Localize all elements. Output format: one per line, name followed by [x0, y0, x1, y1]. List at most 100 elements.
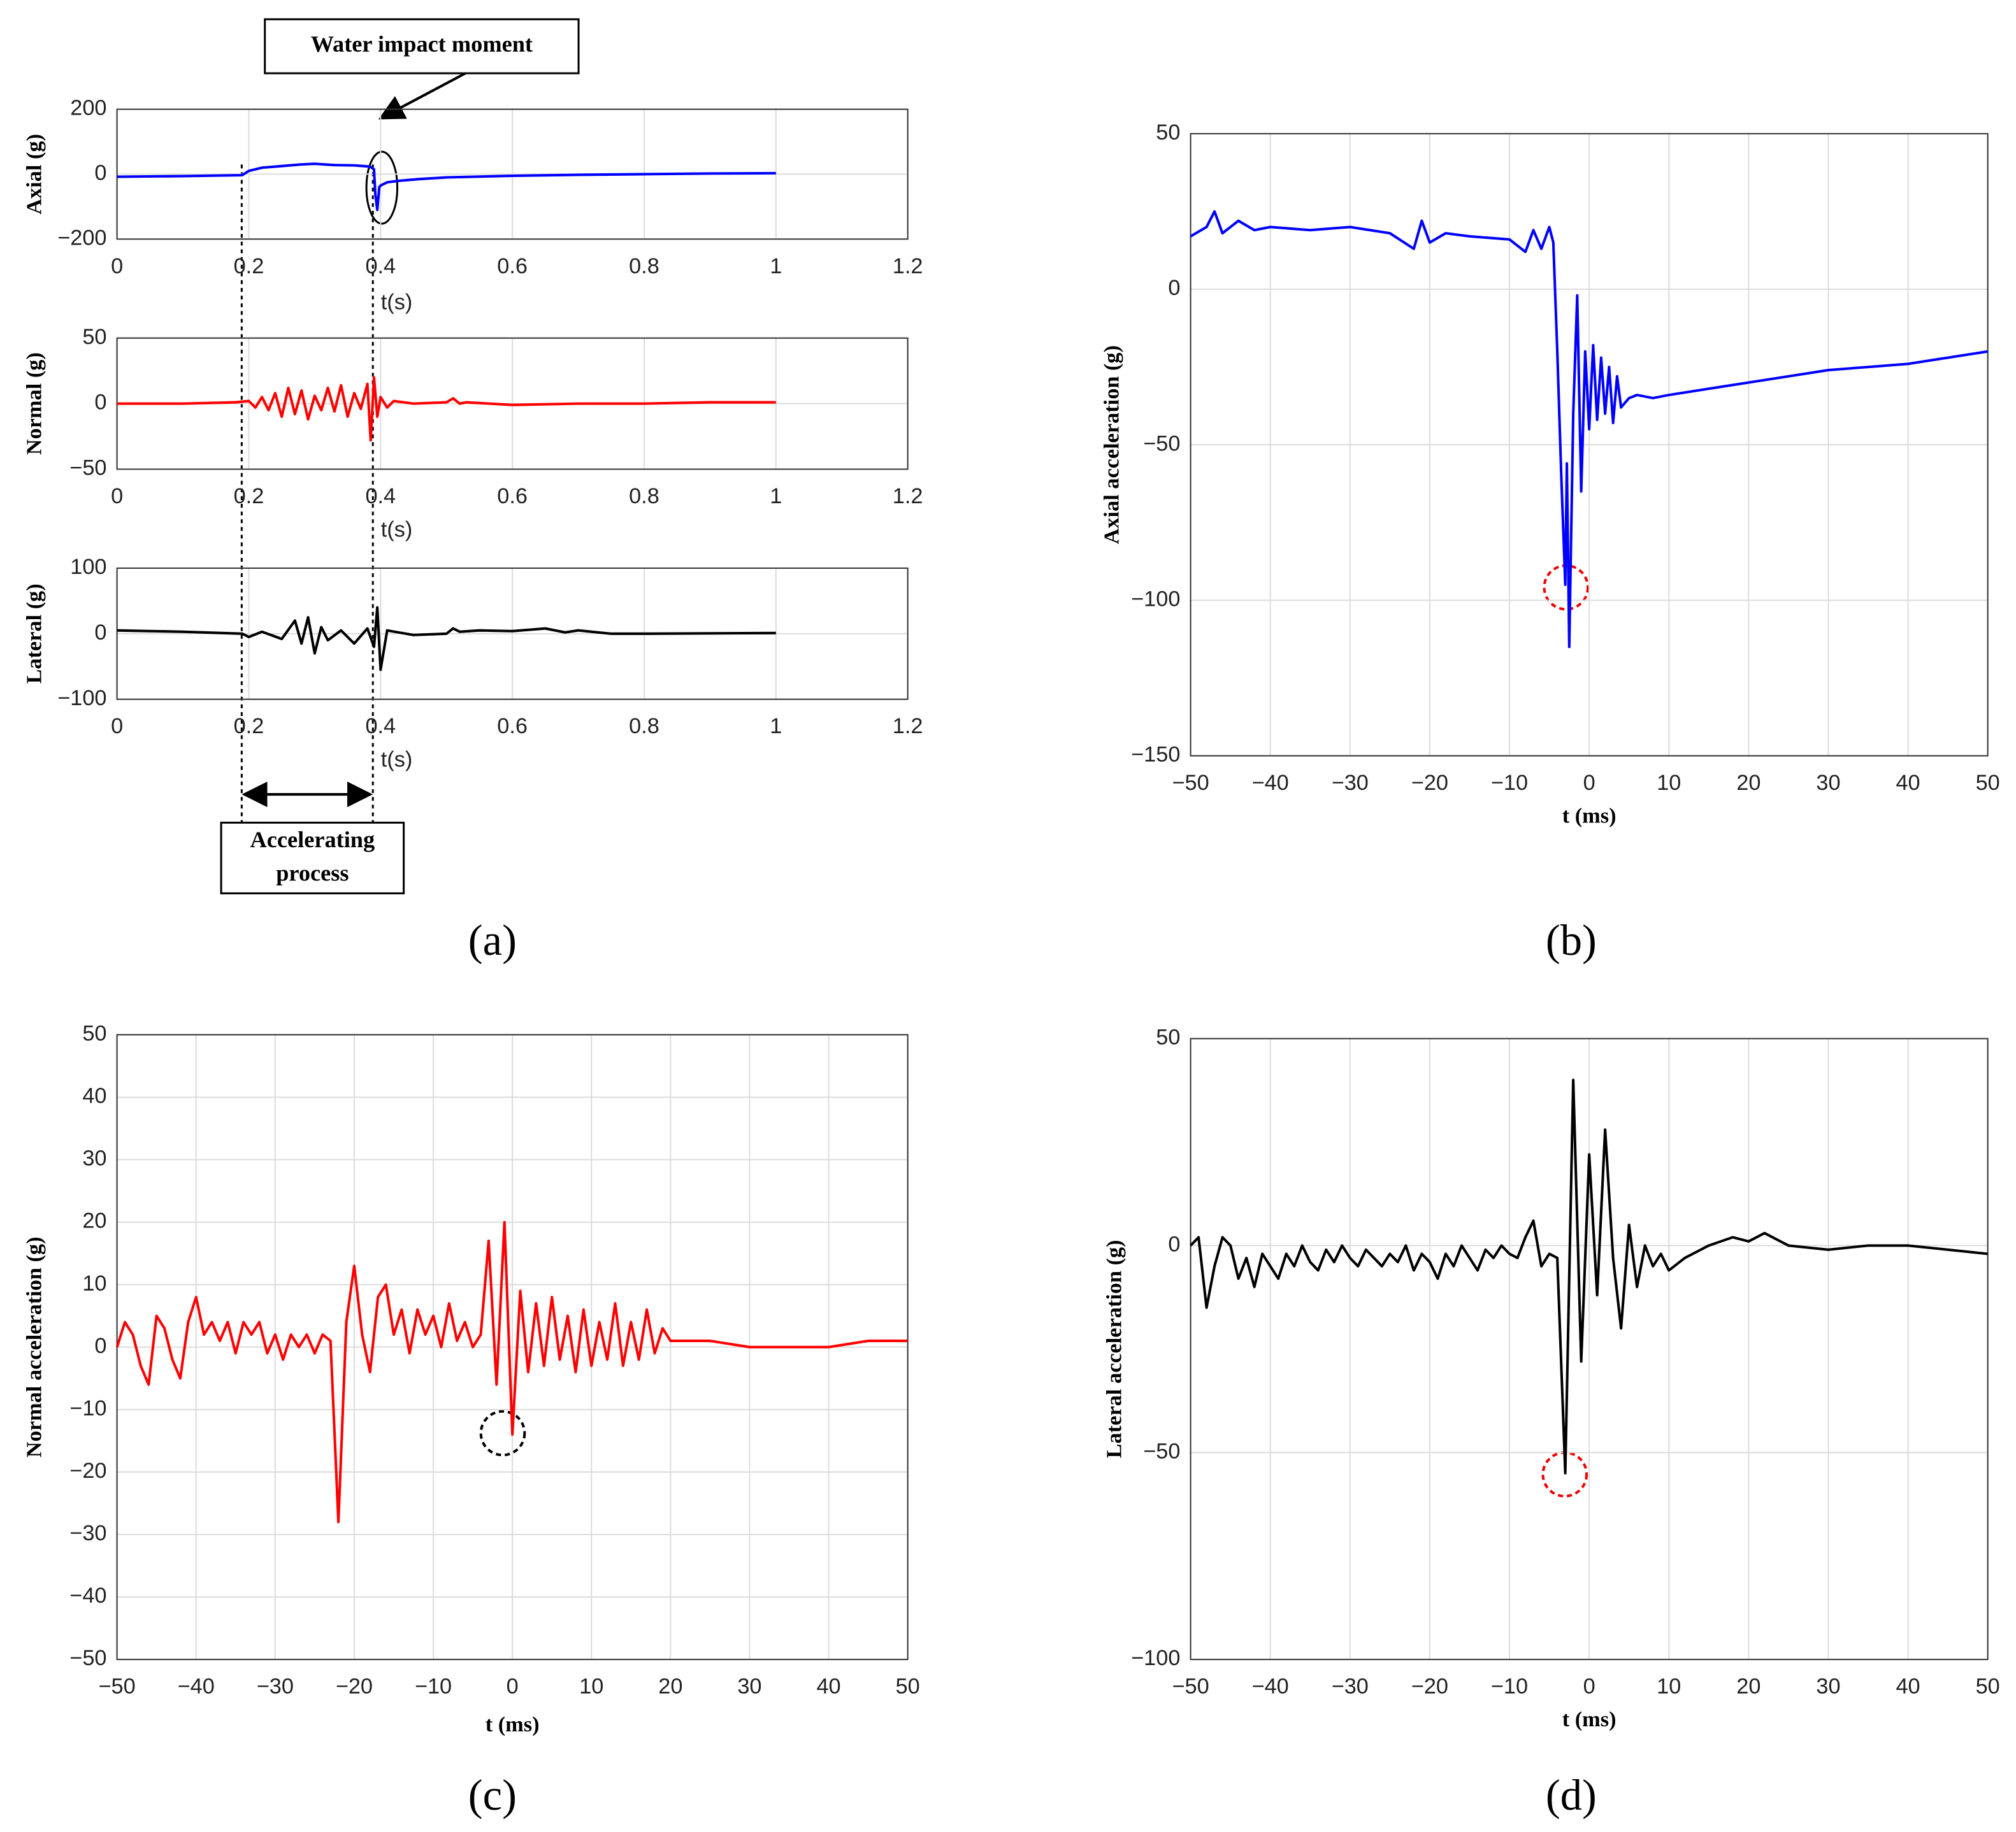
- y-tick-label: 50: [82, 325, 106, 349]
- y-tick-label: 100: [70, 555, 106, 579]
- x-tick-label: 10: [579, 1675, 603, 1699]
- y-tick-label: 0: [1168, 276, 1180, 300]
- y-tick-label: −50: [1143, 1439, 1180, 1463]
- y-axis-label: Normal (g): [22, 352, 46, 455]
- x-tick-label: 0: [1583, 1675, 1595, 1699]
- x-axis-label: t (ms): [1562, 803, 1616, 827]
- x-tick-label: 1: [770, 254, 782, 278]
- x-tick-label: −30: [1332, 1675, 1369, 1699]
- x-tick-label: −40: [178, 1675, 215, 1699]
- y-tick-label: −100: [57, 686, 106, 710]
- x-tick-label: 0.4: [365, 254, 396, 278]
- x-tick-label: 0.2: [234, 254, 264, 278]
- x-tick-label: 1.2: [893, 254, 923, 278]
- x-axis-label: t (ms): [1562, 1707, 1616, 1731]
- data-line: [117, 376, 776, 442]
- y-tick-label: 200: [70, 96, 106, 120]
- y-tick-label: −10: [69, 1396, 106, 1421]
- x-tick-label: −30: [257, 1675, 294, 1699]
- plot-frame: [116, 108, 909, 240]
- y-tick-label: −100: [1131, 587, 1180, 611]
- y-tick-label: 0: [1168, 1232, 1180, 1256]
- y-axis-label: Lateral (g): [22, 583, 46, 683]
- x-tick-label: 0.4: [365, 484, 396, 508]
- x-tick-label: 40: [816, 1675, 840, 1699]
- data-line: [1190, 210, 1988, 648]
- y-tick-label: −50: [1143, 431, 1180, 455]
- x-tick-label: 20: [1736, 771, 1760, 795]
- y-tick-label: −50: [69, 456, 106, 480]
- x-tick-label: −40: [1252, 1675, 1289, 1699]
- panel-label: (d): [1546, 1771, 1597, 1819]
- y-tick-label: 50: [82, 1021, 106, 1045]
- x-tick-label: 0.6: [497, 254, 528, 278]
- x-tick-label: 10: [1657, 771, 1681, 795]
- plot-frame: [116, 567, 909, 700]
- panel-label: (a): [468, 916, 517, 964]
- x-tick-label: 0.8: [629, 254, 659, 278]
- x-axis-label: t (ms): [486, 1712, 540, 1736]
- x-axis-label: t(s): [381, 517, 413, 541]
- impact-ellipse: [365, 150, 399, 225]
- x-tick-label: 30: [1816, 1675, 1840, 1699]
- x-tick-label: 30: [1816, 771, 1840, 795]
- annotation-box: [264, 18, 580, 75]
- x-tick-label: 10: [1657, 1675, 1681, 1699]
- x-tick-label: 0: [111, 484, 123, 508]
- x-tick-label: 1: [770, 714, 782, 738]
- x-tick-label: −20: [336, 1675, 373, 1699]
- y-tick-label: −40: [69, 1584, 106, 1608]
- x-tick-label: −50: [1172, 1675, 1209, 1699]
- y-tick-label: 30: [82, 1147, 106, 1171]
- x-tick-label: 40: [1896, 1675, 1920, 1699]
- y-tick-label: −20: [69, 1459, 106, 1483]
- x-tick-label: 0.6: [497, 714, 528, 738]
- annotation: Water impact moment: [311, 31, 533, 57]
- x-tick-label: −50: [99, 1675, 136, 1699]
- annotation: process: [276, 861, 349, 886]
- y-tick-label: 50: [1156, 120, 1180, 145]
- x-tick-label: 1: [770, 484, 782, 508]
- annotation: Accelerating: [250, 827, 375, 852]
- data-line: [1190, 1078, 1988, 1475]
- x-axis-label: t(s): [381, 290, 413, 314]
- y-tick-label: 0: [94, 390, 106, 415]
- y-tick-label: 0: [94, 1334, 106, 1358]
- y-tick-label: −200: [57, 225, 106, 250]
- x-tick-label: 50: [1976, 771, 2000, 795]
- annotation-box: [220, 821, 405, 894]
- x-tick-label: 30: [737, 1675, 761, 1699]
- x-tick-label: −30: [1332, 771, 1369, 795]
- x-tick-label: 20: [658, 1675, 682, 1699]
- y-tick-label: −50: [69, 1646, 106, 1670]
- x-tick-label: 1.2: [893, 714, 923, 738]
- x-tick-label: −50: [1172, 771, 1209, 795]
- dashed-circle: [479, 1410, 526, 1457]
- x-tick-label: 0: [507, 1675, 519, 1699]
- y-tick-label: −100: [1131, 1646, 1180, 1670]
- x-tick-label: −40: [1252, 771, 1289, 795]
- x-axis-label: t(s): [381, 748, 413, 772]
- x-tick-label: 0.8: [629, 484, 659, 508]
- y-axis-label: Normal acceleration (g): [22, 1236, 46, 1457]
- y-tick-label: −30: [69, 1521, 106, 1545]
- y-tick-label: 0: [94, 620, 106, 645]
- y-axis-label: Axial (g): [22, 134, 46, 215]
- panel-label: (c): [468, 1771, 517, 1819]
- x-tick-label: 0: [111, 714, 123, 738]
- x-tick-label: 0: [111, 254, 123, 278]
- x-tick-label: 1.2: [893, 484, 923, 508]
- x-tick-label: 0.4: [365, 714, 396, 738]
- y-tick-label: 10: [82, 1271, 106, 1296]
- y-tick-label: −150: [1131, 743, 1180, 767]
- x-tick-label: −20: [1411, 771, 1448, 795]
- x-tick-label: 20: [1736, 1675, 1760, 1699]
- y-tick-label: 20: [82, 1209, 106, 1233]
- y-axis-label: Lateral acceleration (g): [1102, 1240, 1126, 1458]
- data-line: [117, 162, 776, 211]
- y-tick-label: 50: [1156, 1026, 1180, 1050]
- x-tick-label: −10: [1491, 771, 1528, 795]
- x-tick-label: 0.8: [629, 714, 659, 738]
